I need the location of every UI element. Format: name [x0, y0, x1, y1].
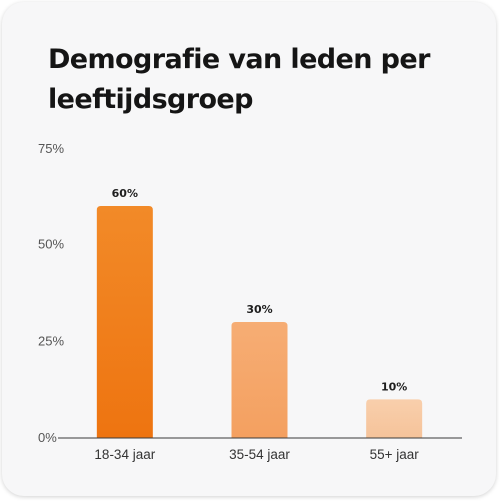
bar-value-label: 10% — [381, 380, 407, 393]
x-category-label: 35-54 jaar — [229, 447, 290, 462]
x-category-label: 55+ jaar — [370, 447, 420, 462]
chart-title: Demografie van leden per leeftijdsgroep — [48, 44, 430, 115]
y-tick-label: 0% — [38, 430, 57, 445]
bar-18-34-jaar — [96, 206, 153, 438]
bars-group: 60% 30% 10% — [96, 187, 423, 438]
x-category-label: 18-34 jaar — [94, 447, 155, 462]
bar-value-label: 30% — [246, 303, 272, 316]
bar-55-jaar — [366, 399, 423, 438]
y-tick-label: 25% — [38, 333, 64, 348]
bar-value-label: 60% — [112, 187, 138, 200]
y-axis: 0% 25% 50% 75% — [38, 141, 64, 445]
y-tick-label: 50% — [38, 237, 64, 252]
x-axis: 18-34 jaar 35-54 jaar 55+ jaar — [58, 437, 462, 462]
bar-35-54-jaar — [231, 322, 288, 438]
y-tick-label: 75% — [38, 141, 64, 156]
